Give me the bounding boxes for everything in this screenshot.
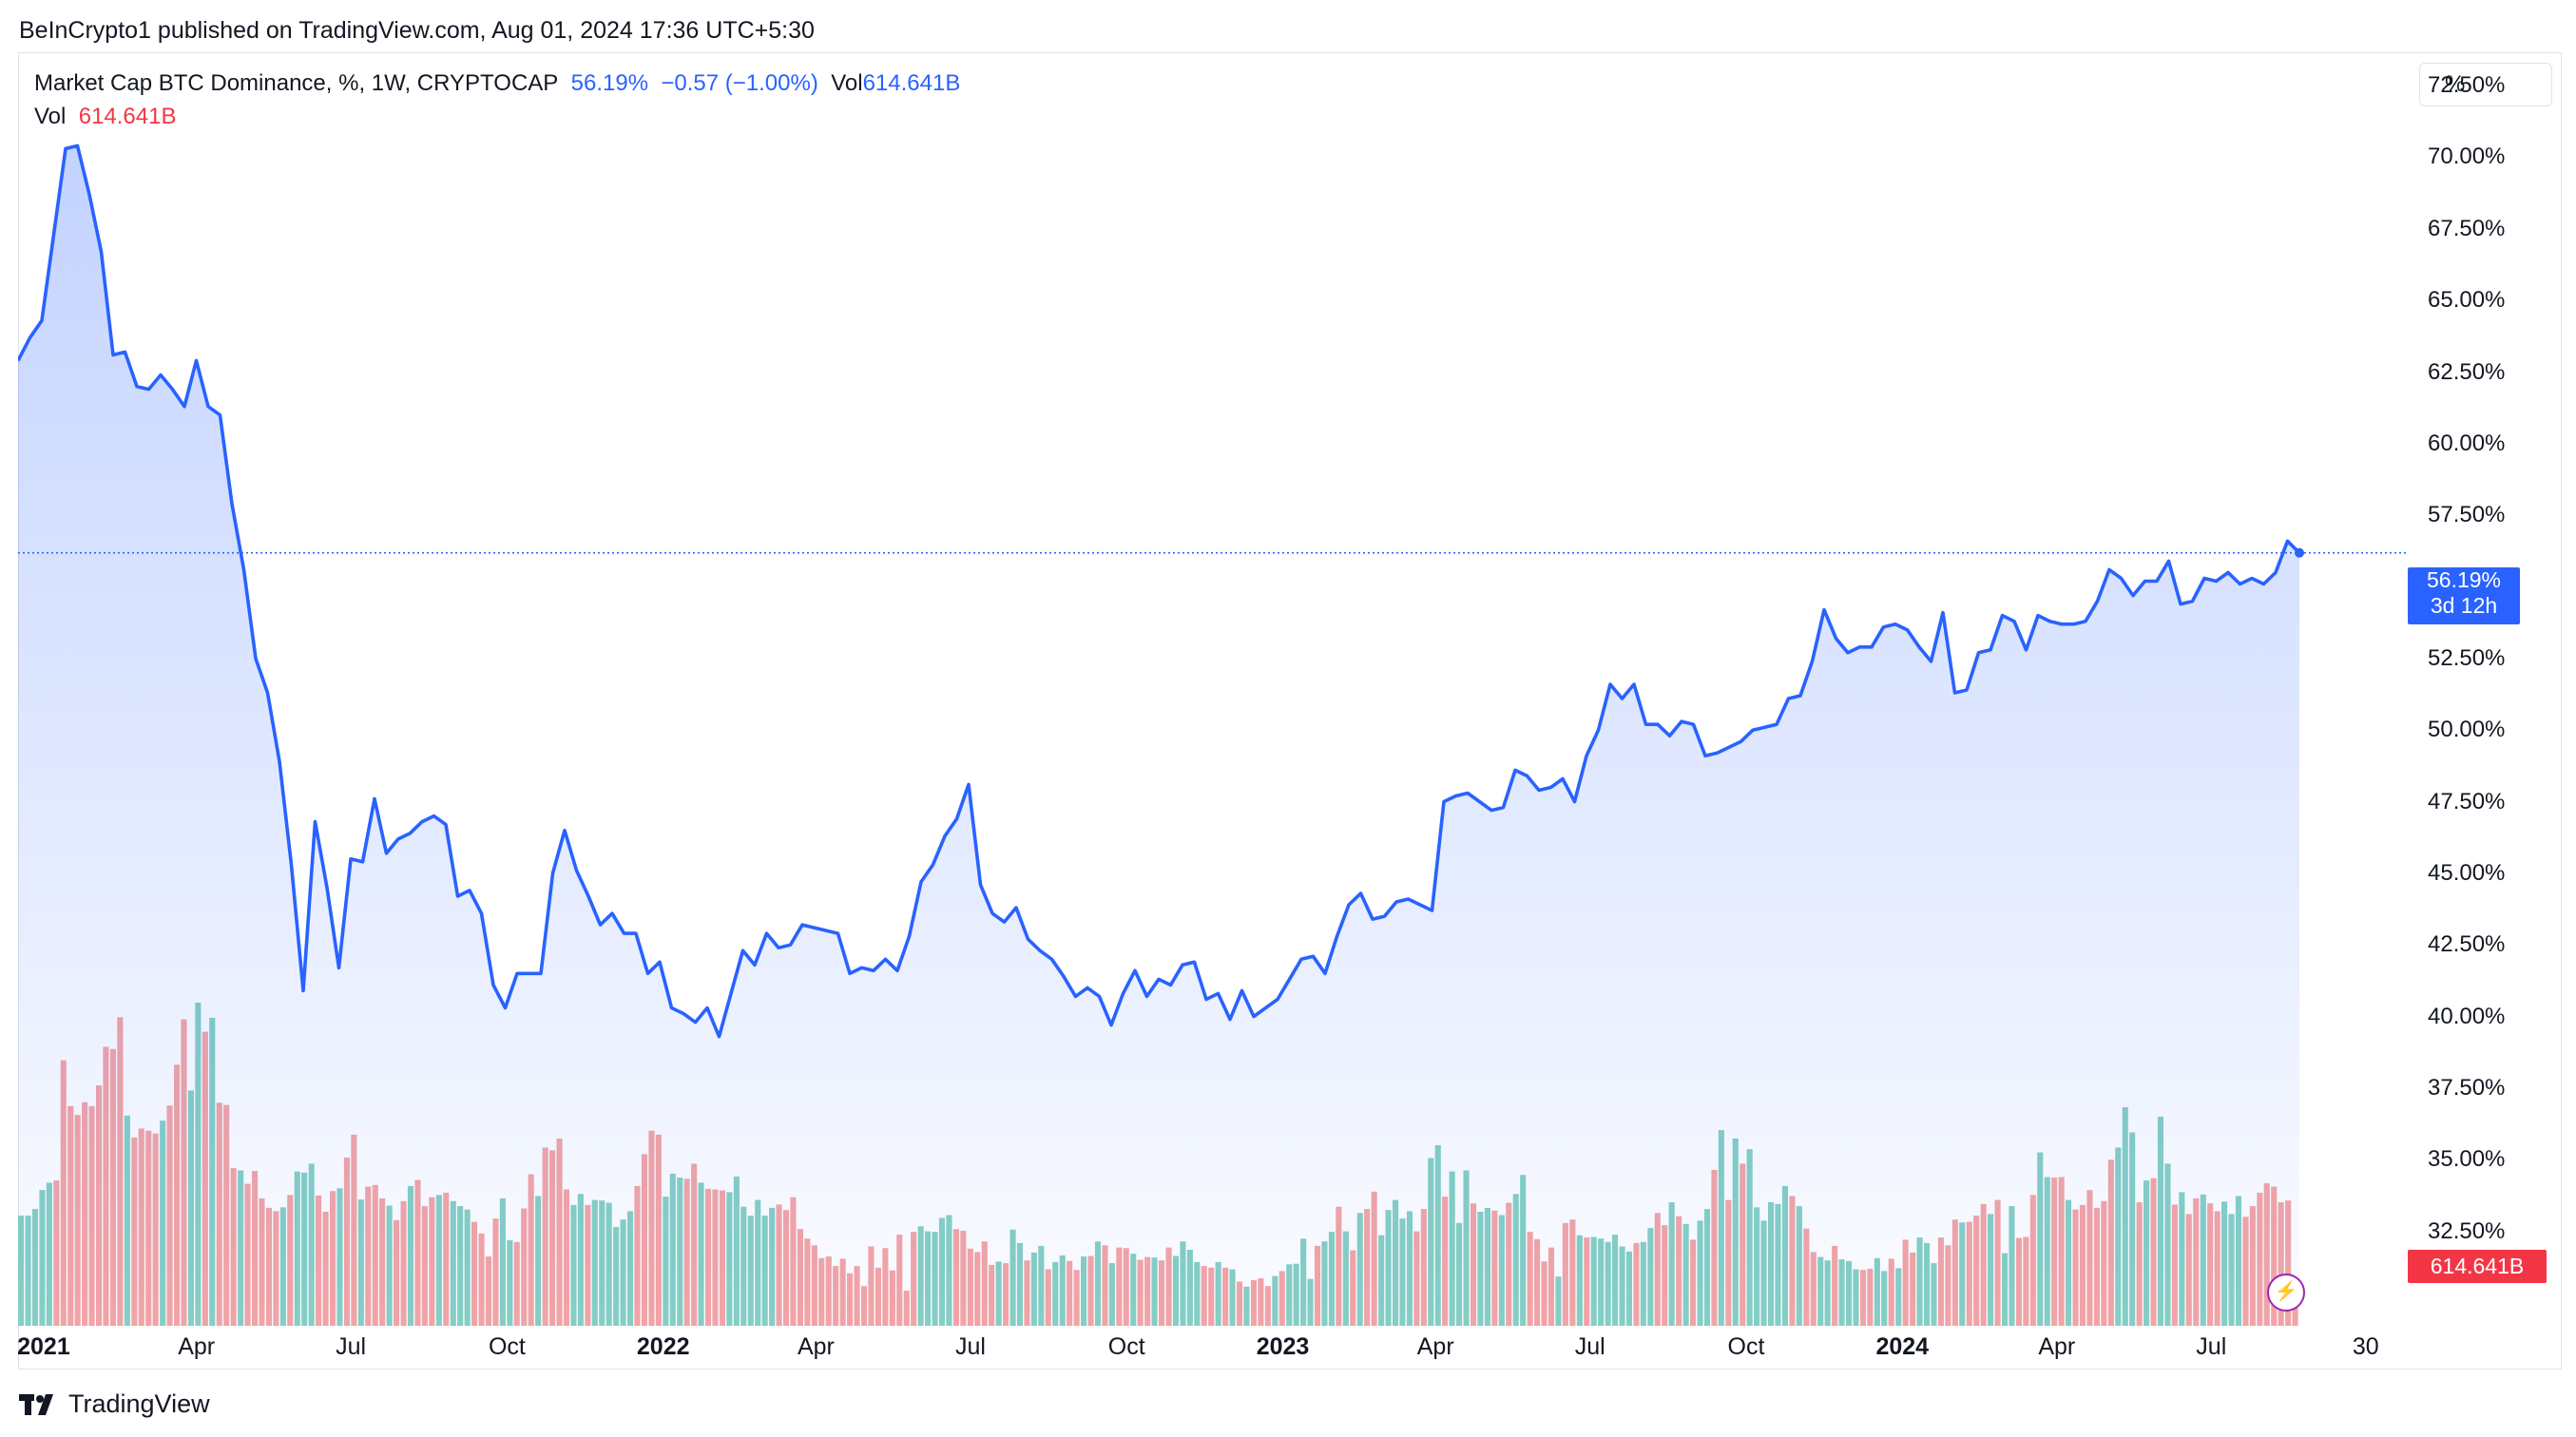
legend-last-value: 56.19% — [570, 70, 649, 96]
legend-volume: Vol 614.641B — [34, 104, 176, 130]
last-price-badge: 56.19% 3d 12h — [2408, 567, 2520, 624]
x-tick-label: Oct — [1727, 1333, 1765, 1360]
tradingview-logo-icon — [19, 1393, 53, 1415]
tradingview-logo-text: TradingView — [68, 1389, 210, 1418]
volume-badge: 614.641B — [2408, 1250, 2547, 1283]
x-tick-label: Jul — [336, 1333, 367, 1360]
x-tick-label: Apr — [2038, 1333, 2076, 1360]
dominance-line — [18, 144, 2301, 1039]
x-tick-label: Jul — [954, 1333, 986, 1360]
x-tick-label: 2024 — [1875, 1333, 1930, 1360]
legend-vol-value: 614.641B — [862, 70, 961, 96]
y-tick-label: 60.00% — [2428, 430, 2506, 456]
y-tick-label: 42.50% — [2428, 931, 2506, 958]
x-tick-label: 30 — [2352, 1333, 2379, 1360]
volume-row-value: 614.641B — [78, 104, 177, 129]
x-tick-label: Oct — [488, 1333, 526, 1360]
last-price-dot — [2295, 547, 2304, 558]
percent-scale-button[interactable]: % — [2419, 63, 2552, 106]
last-price-badge-value: 56.19% — [2426, 567, 2501, 592]
y-tick-label: 47.50% — [2428, 788, 2506, 814]
x-tick-label: 2022 — [636, 1333, 690, 1360]
y-tick-label: 32.50% — [2428, 1217, 2506, 1244]
x-tick-label: Apr — [1416, 1333, 1454, 1360]
legend-vol-label: Vol — [831, 70, 863, 96]
x-tick-label: 2021 — [17, 1333, 70, 1360]
tradingview-logo[interactable]: TradingView — [19, 1389, 210, 1419]
x-tick-label: 2023 — [1256, 1333, 1310, 1360]
y-tick-label: 50.00% — [2428, 717, 2506, 743]
y-tick-label: 40.00% — [2428, 1003, 2506, 1029]
legend-symbol[interactable]: Market Cap BTC Dominance, %, 1W, CRYPTOC… — [34, 70, 559, 96]
publisher-line: BeInCrypto1 published on TradingView.com… — [19, 17, 815, 44]
legend-change: −0.57 (−1.00%) — [661, 70, 818, 96]
y-tick-label: 67.50% — [2428, 215, 2506, 241]
x-tick-label: Apr — [178, 1333, 216, 1360]
y-tick-label: 62.50% — [2428, 358, 2506, 385]
lightning-icon[interactable]: ⚡ — [2267, 1274, 2305, 1312]
volume-row-label[interactable]: Vol — [34, 104, 67, 129]
x-tick-label: Oct — [1107, 1333, 1145, 1360]
y-tick-label: 52.50% — [2428, 644, 2506, 671]
chart-plot-area[interactable] — [18, 52, 2562, 1370]
y-tick-label: 35.00% — [2428, 1146, 2506, 1173]
legend-main: Market Cap BTC Dominance, %, 1W, CRYPTOC… — [34, 70, 960, 97]
y-tick-label: 37.50% — [2428, 1074, 2506, 1101]
x-tick-label: Jul — [1574, 1333, 1605, 1360]
y-tick-label: 72.50% — [2428, 72, 2506, 99]
x-tick-label: Jul — [2196, 1333, 2227, 1360]
y-tick-label: 57.50% — [2428, 502, 2506, 528]
bar-countdown: 3d 12h — [2430, 593, 2498, 618]
y-tick-label: 45.00% — [2428, 859, 2506, 886]
y-tick-label: 65.00% — [2428, 287, 2506, 314]
y-tick-label: 70.00% — [2428, 144, 2506, 170]
dominance-area-fill — [18, 145, 2299, 1326]
x-tick-label: Apr — [797, 1333, 835, 1360]
